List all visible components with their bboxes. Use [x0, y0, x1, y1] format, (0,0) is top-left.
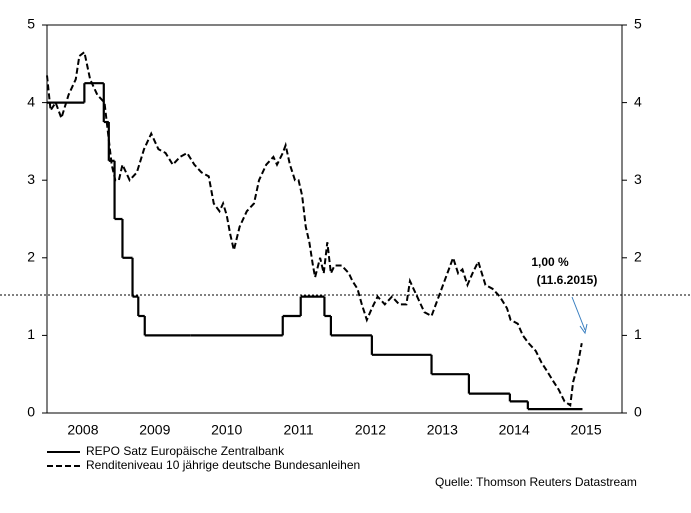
y2-tick-label: 0	[634, 404, 642, 420]
y-tick-label: 5	[27, 16, 35, 32]
x-tick-label: 2014	[499, 422, 530, 438]
y-tick-label: 0	[27, 404, 35, 420]
y2-tick-label: 2	[634, 249, 642, 265]
y-tick-label: 1	[27, 326, 35, 342]
y-tick-label: 3	[27, 171, 35, 187]
annotation: (11.6.2015)	[537, 273, 598, 287]
yield-line	[46, 50, 583, 407]
x-tick-label: 2009	[139, 422, 170, 438]
annotation-arrow	[571, 296, 586, 331]
y-tick-label: 2	[27, 249, 35, 265]
x-tick-label: 2010	[211, 422, 242, 438]
x-tick-label: 2008	[67, 422, 98, 438]
x-tick-label: 2012	[355, 422, 386, 438]
x-tick-label: 2011	[284, 422, 314, 438]
x-tick-label: 2015	[570, 422, 601, 438]
legend-label: REPO Satz Europäische Zentralbank	[86, 444, 285, 458]
plot-frame	[46, 24, 623, 414]
y2-tick-label: 1	[634, 326, 642, 342]
x-tick-label: 2013	[427, 422, 458, 438]
y2-tick-label: 3	[634, 171, 642, 187]
y2-tick-label: 5	[634, 16, 642, 32]
legend-label: Renditeniveau 10 jährige deutsche Bundes…	[86, 458, 360, 472]
y-tick-label: 4	[27, 93, 35, 109]
annotation: 1,00 %	[531, 255, 569, 269]
y2-tick-label: 4	[634, 93, 642, 109]
source: Quelle: Thomson Reuters Datastream	[435, 475, 637, 489]
annotation-arrowhead	[579, 323, 588, 335]
